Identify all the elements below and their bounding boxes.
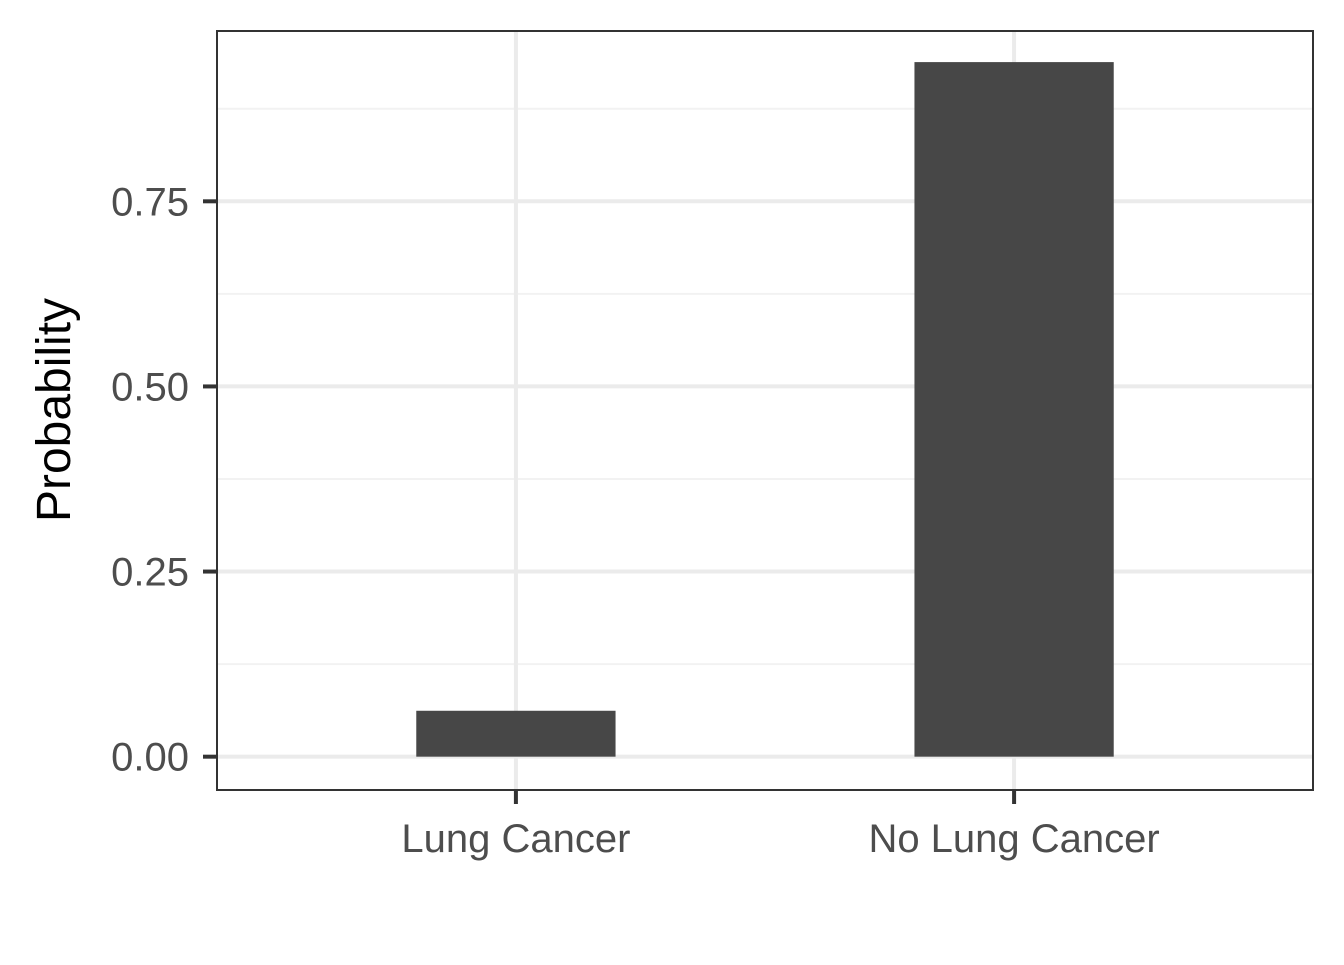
bar-no-lung-cancer	[914, 62, 1114, 757]
y-axis: 0.00 0.25 0.50 0.75	[111, 180, 217, 780]
y-tick-label: 0.50	[111, 365, 189, 409]
y-tick-label: 0.75	[111, 180, 189, 224]
x-tick-label: Lung Cancer	[401, 817, 630, 861]
x-axis: Lung Cancer No Lung Cancer	[401, 790, 1160, 861]
panel-border	[216, 30, 1314, 791]
y-tick-label: 0.00	[111, 736, 189, 780]
y-axis-title: Probability	[28, 298, 81, 522]
bars	[416, 62, 1114, 757]
grid-lines	[217, 31, 1313, 790]
bar-lung-cancer	[416, 710, 616, 757]
y-tick-label: 0.25	[111, 551, 189, 595]
x-tick-label: No Lung Cancer	[868, 817, 1159, 861]
